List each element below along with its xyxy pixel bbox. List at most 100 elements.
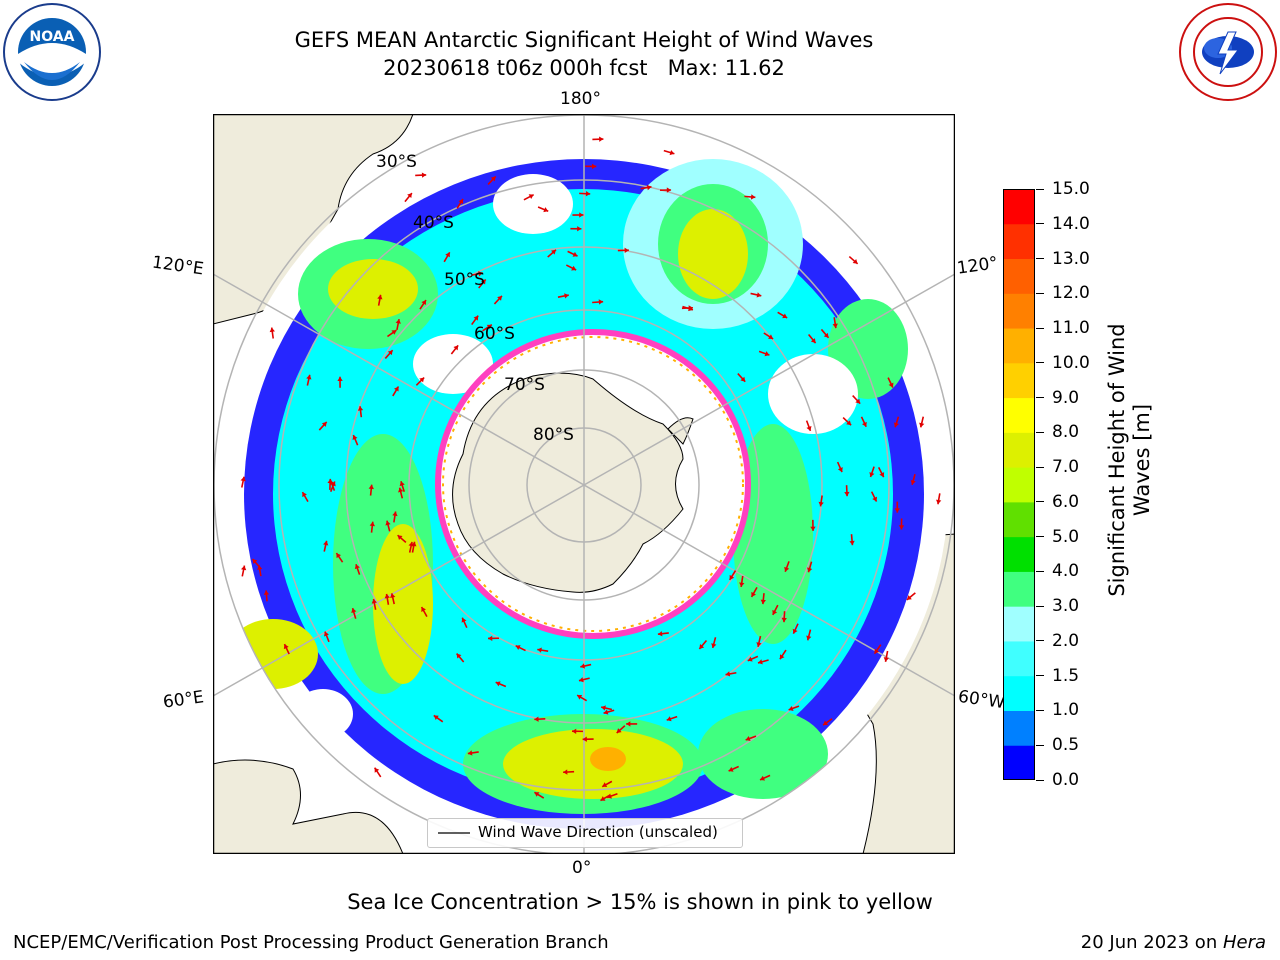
colorbar-tick-label: 5.0 [1052, 526, 1080, 547]
colorbar-tick-label: 14.0 [1052, 213, 1090, 234]
colorbar-tick-label: 8.0 [1052, 422, 1080, 443]
wave-direction-arrowhead [384, 593, 390, 599]
colorbar-tick-mark [1036, 327, 1044, 329]
wave-direction-arrowhead [699, 643, 705, 649]
wave-direction-arrowhead [879, 472, 885, 478]
wave-direction-arrowhead [458, 198, 464, 204]
wave-direction-arrowhead [740, 376, 746, 382]
wave-direction-arrowhead [739, 582, 745, 587]
wave-direction-arrowhead [883, 657, 889, 662]
wave-direction-arrowhead [849, 540, 855, 546]
wave-direction-arrowhead [818, 501, 824, 507]
wave-direction-arrowhead [263, 590, 270, 595]
wave-direction-arrowhead [607, 793, 612, 799]
colorbar-segment [1003, 571, 1035, 607]
wave-direction-arrowhead [772, 609, 778, 615]
wave-direction-arrowhead [888, 382, 894, 388]
wave-direction-arrowhead [495, 681, 501, 687]
lat-label-40s: 40°S [413, 213, 454, 233]
wave-direction-arrowhead [395, 319, 401, 324]
lat-label-30s: 30°S [376, 152, 417, 172]
sea-ice-note: Sea Ice Concentration > 15% is shown in … [347, 890, 933, 914]
colorbar-segment [1003, 432, 1035, 468]
wave-direction-arrowhead [371, 598, 377, 604]
footer-date: 20 Jun 2023 on Hera [1081, 932, 1266, 953]
chart-title: GEFS MEAN Antarctic Significant Height o… [294, 28, 874, 52]
wave-direction-arrowhead [657, 631, 663, 637]
wave-direction-arrowhead [810, 526, 816, 531]
wave-direction-arrowhead [893, 422, 899, 428]
colorbar-tick-mark [1036, 779, 1044, 781]
wave-direction-arrowhead [390, 593, 396, 599]
wave-direction-arrowhead [387, 350, 393, 356]
colorbar-segment [1003, 467, 1035, 503]
wave-direction-arrowhead [392, 511, 398, 517]
wave-direction-arrowhead [490, 176, 496, 182]
colorbar-segment [1003, 258, 1035, 294]
wave-direction-arrowhead [571, 265, 577, 271]
graticule [214, 115, 954, 853]
wave-direction-arrowhead [563, 769, 568, 775]
colorbar-tick-mark [1036, 258, 1044, 260]
wave-direction-arrowhead [369, 521, 375, 527]
wave-direction-arrowhead [330, 481, 336, 487]
wave-direction-arrowhead [385, 520, 391, 526]
wave-direction-arrowhead [602, 782, 608, 787]
map-svg [212, 113, 956, 855]
wave-direction-arrowhead [374, 767, 380, 773]
wave-direction-arrowhead [478, 271, 483, 277]
wave-direction-arrowhead [844, 491, 850, 497]
wave-direction-arrowhead [357, 406, 364, 411]
colorbar-ticks: 0.0 0.5 1.0 1.5 2.0 3.0 4.0 5.0 6.0 7.0 8.0 9.0 10.0… [1036, 179, 1096, 790]
wave-direction-arrowhead [391, 330, 397, 335]
colorbar-tick-mark [1036, 501, 1044, 503]
wave-direction-arrowhead [240, 565, 247, 571]
colorbar-tick-mark [1036, 292, 1044, 294]
wave-direction-arrowhead [855, 398, 861, 404]
wave-direction-arrowhead [467, 750, 473, 756]
wave-direction-arrowhead [898, 525, 905, 530]
wave-direction-arrowhead [784, 566, 790, 572]
colorbar-segment [1003, 328, 1035, 364]
colorbar-tick-label: 7.0 [1052, 457, 1080, 478]
wave-direction-arrowhead [592, 163, 597, 170]
wave-direction-arrowhead [906, 595, 912, 600]
colorbar-tick-label: 13.0 [1052, 248, 1090, 269]
wave-direction-arrowhead [624, 247, 629, 254]
wave-direction-arrowhead [756, 292, 762, 298]
wave-direction-arrowhead [669, 149, 675, 156]
wave-direction-arrowhead [397, 535, 403, 540]
wind-wave-arrows [240, 136, 942, 802]
wave-direction-arrowhead [534, 716, 539, 722]
wave-direction-arrowhead [419, 377, 425, 383]
wave-direction-arrowhead [582, 736, 587, 742]
wave-direction-arrowhead [757, 659, 763, 665]
colorbar-tick-mark [1036, 536, 1044, 538]
colorbar-tick-label: 6.0 [1052, 491, 1080, 512]
nws-logo [1178, 2, 1278, 102]
colorbar-tick-label: 10.0 [1052, 352, 1090, 373]
colorbar-tick-label: 1.5 [1052, 665, 1080, 686]
colorbar-tick-mark [1036, 570, 1044, 572]
colorbar-tick-label: 0.0 [1052, 770, 1080, 790]
footer-date-text: 20 Jun 2023 on [1080, 932, 1223, 953]
lat-label-80s: 80°S [533, 425, 574, 445]
lon-label-120e: 120°E [150, 252, 205, 280]
wave-direction-arrowhead [823, 720, 829, 726]
lat-label-60s: 60°S [474, 324, 515, 344]
colorbar-svg [1003, 189, 1035, 781]
wave-direction-arrowhead [537, 647, 542, 653]
colorbar-tick-label: 2.0 [1052, 630, 1080, 651]
colorbar-segment [1003, 223, 1035, 260]
colorbar-segment [1003, 501, 1035, 538]
colorbar-title: Significant Height of Wind Waves [m] [1105, 323, 1154, 597]
wave-direction-arrowhead [398, 487, 404, 493]
wave-direction-arrowhead [421, 300, 426, 306]
wave-direction-arrowhead [760, 775, 765, 781]
wave-direction-arrowhead [806, 635, 812, 641]
colorbar-tick-label: 12.0 [1052, 283, 1090, 304]
wave-direction-arrowhead [837, 467, 843, 473]
noaa-logo-text: NOAA [30, 29, 75, 45]
land-antarctica [452, 372, 684, 593]
wave-direction-arrowhead [480, 279, 486, 285]
